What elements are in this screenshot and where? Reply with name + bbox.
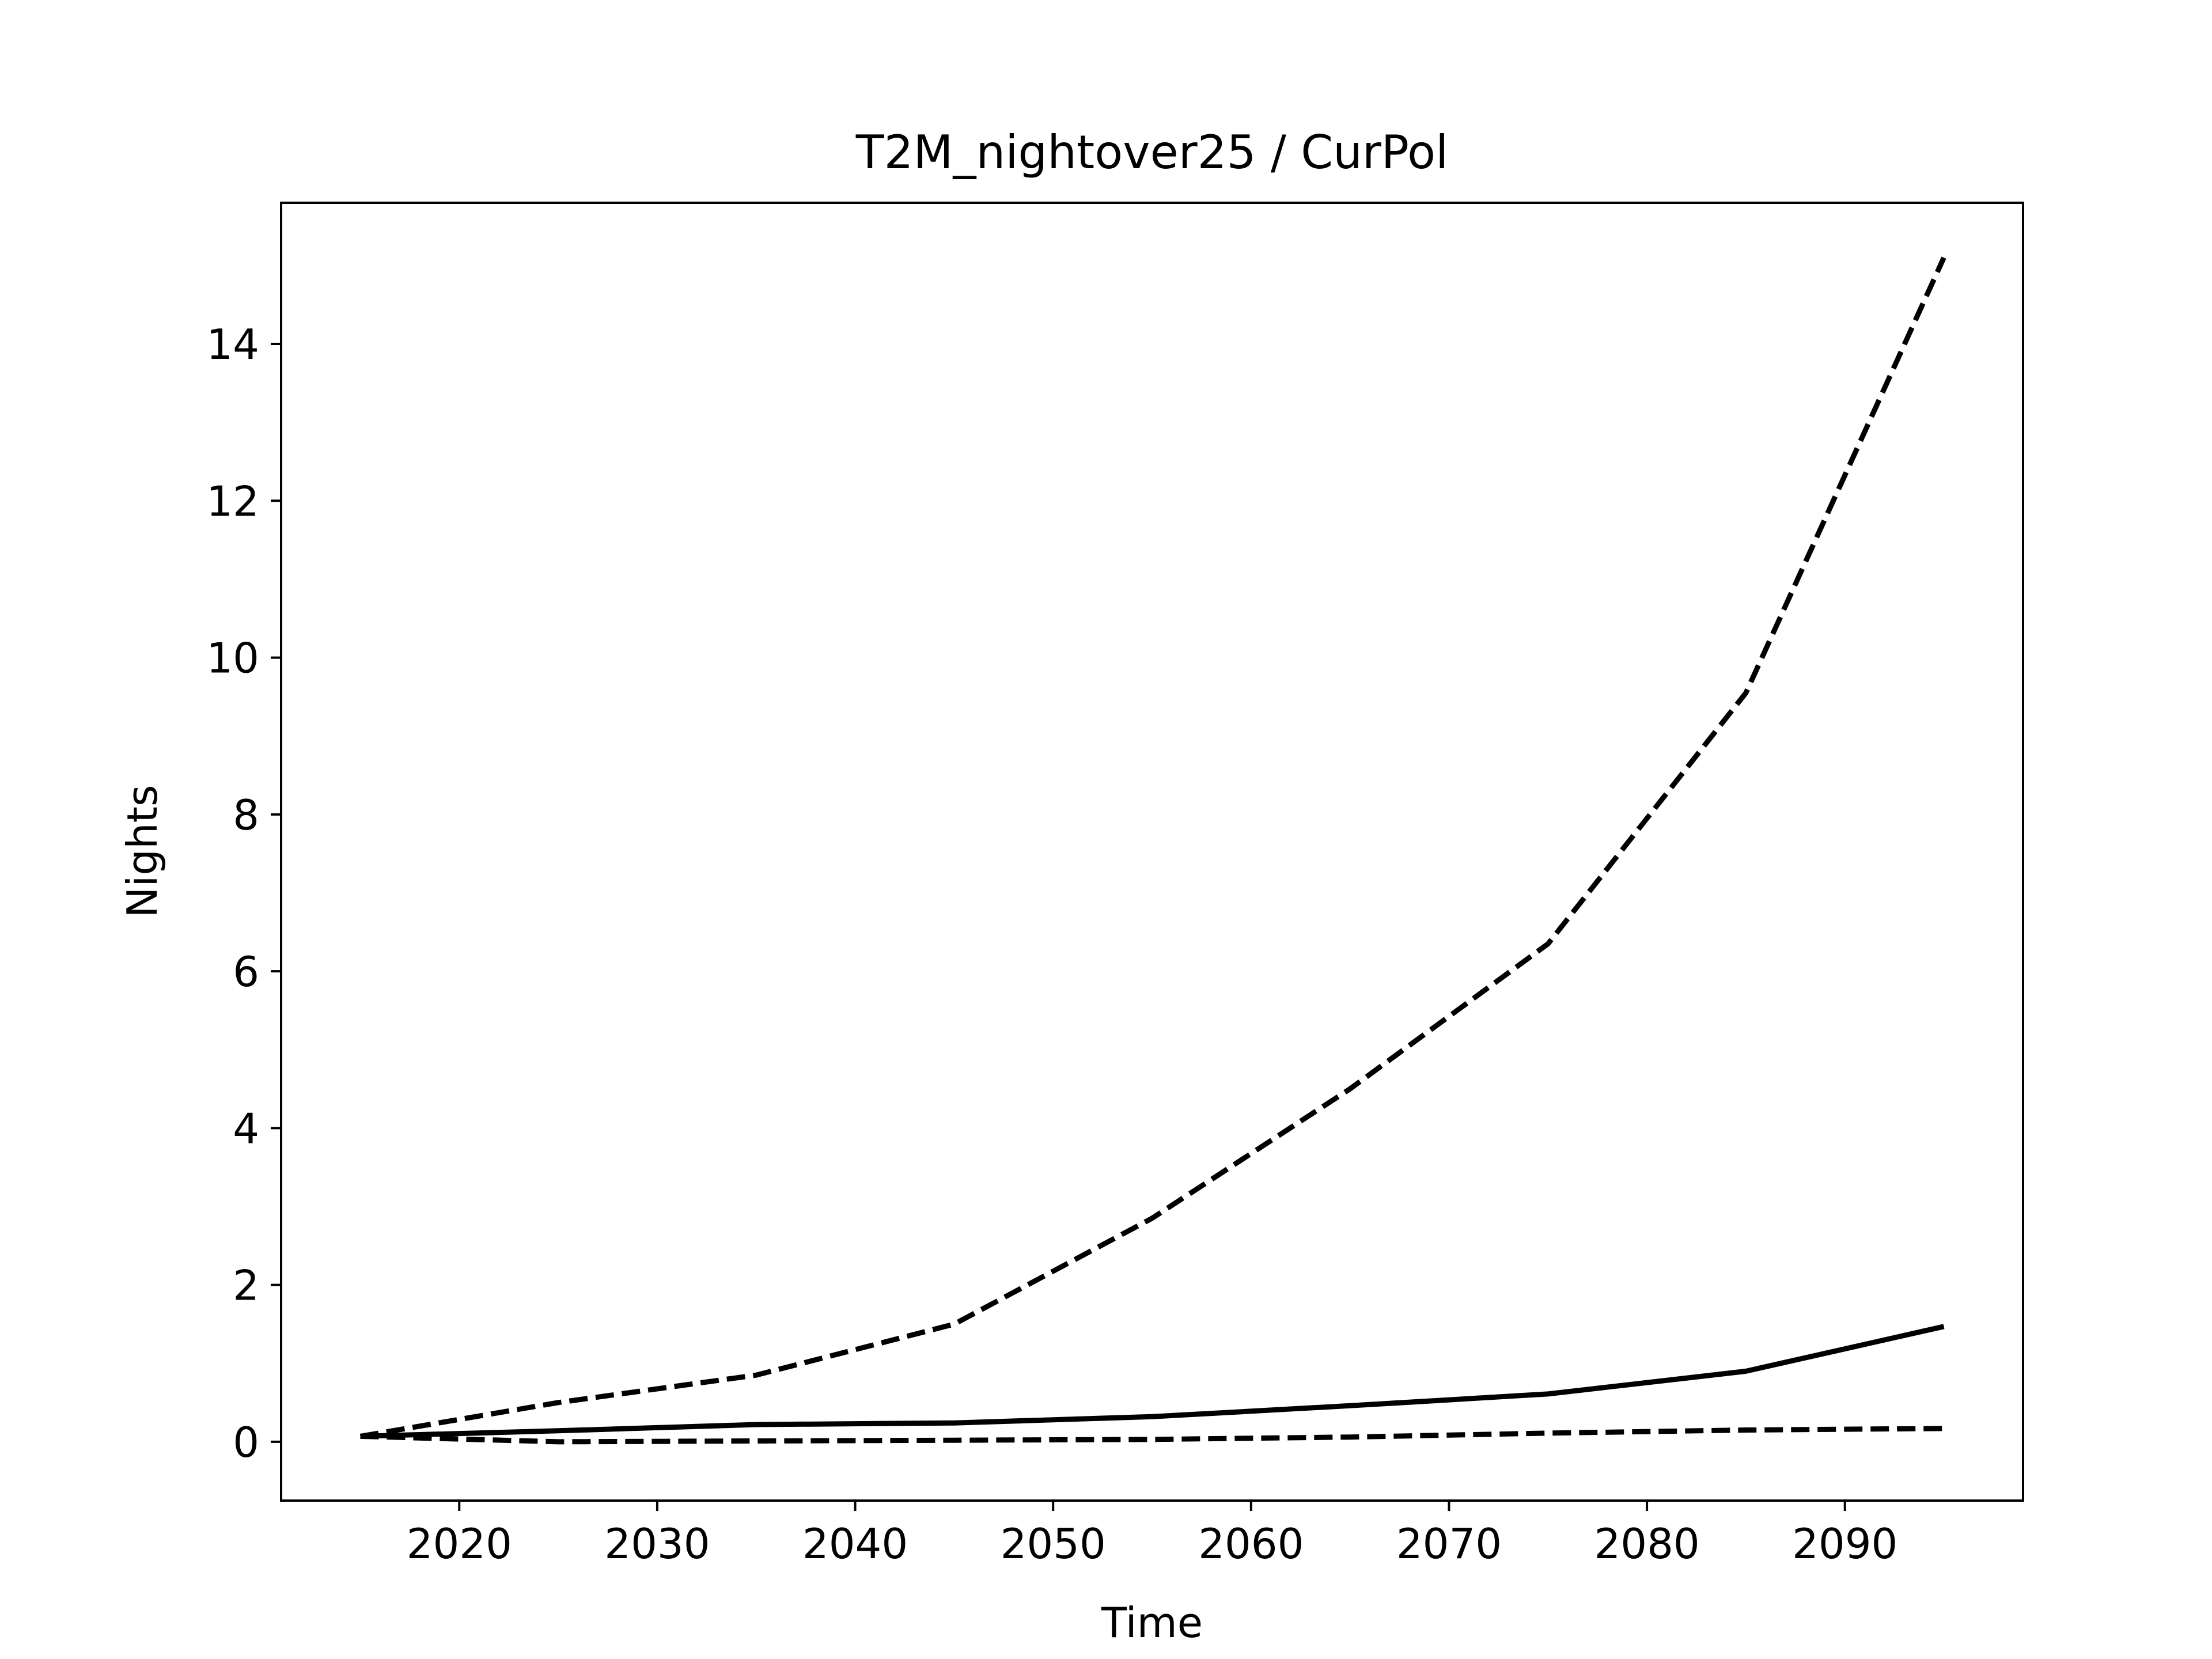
- x-tick-label: 2050: [1001, 1520, 1106, 1568]
- chart-title: T2M_nightover25 / CurPol: [855, 126, 1449, 179]
- series-line-2: [360, 1324, 1945, 1439]
- y-tick-label: 0: [233, 1418, 259, 1467]
- y-axis-label: Nights: [118, 785, 166, 918]
- x-tick-label: 2020: [407, 1520, 512, 1568]
- x-axis: 2020 2030 2040 2050 2060 2070 2080 2090: [407, 1501, 1897, 1568]
- y-tick-label: 4: [233, 1104, 259, 1153]
- x-axis-label: Time: [1101, 1599, 1203, 1647]
- x-tick-label: 2090: [1792, 1520, 1897, 1568]
- x-tick-label: 2030: [604, 1520, 710, 1568]
- axes-frame: [280, 202, 2024, 1502]
- y-tick-label: 6: [233, 948, 259, 996]
- plot-area: [359, 256, 1946, 1445]
- x-tick-label: 2040: [802, 1520, 908, 1568]
- series-line-1: [359, 256, 1946, 1439]
- y-tick-label: 12: [206, 477, 259, 525]
- x-tick-label: 2080: [1594, 1520, 1699, 1568]
- y-tick-label: 8: [233, 791, 259, 839]
- y-axis: 0 2 4 6 8 10 12 14: [206, 320, 281, 1467]
- y-tick-label: 14: [206, 320, 259, 369]
- y-tick-label: 10: [206, 634, 259, 683]
- x-tick-label: 2070: [1396, 1520, 1502, 1568]
- y-tick-label: 2: [233, 1262, 259, 1310]
- x-tick-label: 2060: [1198, 1520, 1304, 1568]
